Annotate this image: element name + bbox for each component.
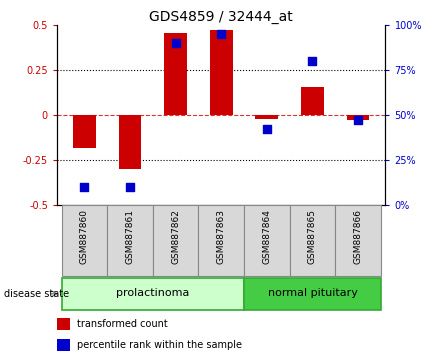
Bar — [61, 278, 244, 310]
Point — [355, 118, 362, 123]
Bar — [244, 205, 290, 276]
Text: percentile rank within the sample: percentile rank within the sample — [77, 340, 242, 350]
Point — [218, 31, 225, 37]
Text: GSM887860: GSM887860 — [80, 209, 89, 264]
Bar — [57, 339, 70, 351]
Bar — [244, 278, 381, 310]
Bar — [73, 115, 96, 148]
Point — [263, 127, 270, 132]
Point — [81, 184, 88, 190]
Bar — [119, 115, 141, 169]
Bar — [57, 318, 70, 330]
Text: disease state: disease state — [4, 289, 70, 299]
Bar — [107, 205, 153, 276]
Bar — [164, 33, 187, 115]
Bar — [210, 30, 233, 115]
Text: GSM887865: GSM887865 — [308, 209, 317, 264]
Bar — [346, 115, 370, 120]
Bar — [255, 115, 278, 119]
Point — [309, 58, 316, 64]
Point — [172, 40, 179, 46]
Bar — [290, 205, 335, 276]
Bar — [61, 205, 107, 276]
Text: GSM887866: GSM887866 — [353, 209, 363, 264]
Text: prolactinoma: prolactinoma — [116, 288, 190, 298]
Bar — [335, 205, 381, 276]
Bar — [198, 205, 244, 276]
Text: transformed count: transformed count — [77, 319, 167, 329]
Point — [127, 184, 134, 190]
Bar — [153, 205, 198, 276]
Text: GSM887862: GSM887862 — [171, 209, 180, 264]
Text: GSM887864: GSM887864 — [262, 209, 271, 264]
Text: GSM887863: GSM887863 — [217, 209, 226, 264]
Title: GDS4859 / 32444_at: GDS4859 / 32444_at — [149, 10, 293, 24]
Text: normal pituitary: normal pituitary — [268, 288, 357, 298]
Bar — [301, 87, 324, 115]
Text: GSM887861: GSM887861 — [125, 209, 134, 264]
